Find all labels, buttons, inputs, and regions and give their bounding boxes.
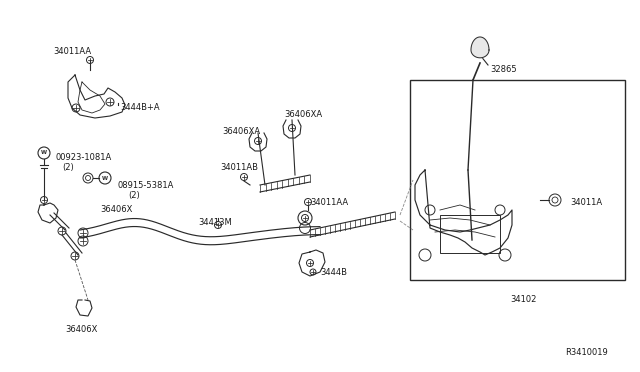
Text: 36406X: 36406X (100, 205, 132, 214)
Bar (410, 80, 625, 280)
Text: 36406XA: 36406XA (222, 127, 260, 136)
Text: W: W (41, 151, 47, 155)
Text: 34102: 34102 (510, 295, 536, 304)
Polygon shape (471, 37, 489, 58)
Text: 34011A: 34011A (570, 198, 602, 207)
Text: W: W (102, 176, 108, 180)
Text: 34011AA: 34011AA (310, 198, 348, 207)
Text: (2): (2) (62, 163, 74, 172)
Text: 36406XA: 36406XA (284, 110, 322, 119)
Text: 08915-5381A: 08915-5381A (118, 181, 174, 190)
Text: 3444B: 3444B (320, 268, 347, 277)
Text: 32865: 32865 (490, 65, 516, 74)
Text: 34413M: 34413M (198, 218, 232, 227)
Text: 00923-1081A: 00923-1081A (55, 153, 111, 162)
Text: (2): (2) (128, 191, 140, 200)
Text: R3410019: R3410019 (565, 348, 608, 357)
Bar (440, 215, 500, 253)
Text: 36406X: 36406X (65, 325, 97, 334)
Text: 3444B+A: 3444B+A (120, 103, 159, 112)
Text: 34011AA: 34011AA (53, 47, 91, 56)
Text: 34011AB: 34011AB (220, 163, 258, 172)
